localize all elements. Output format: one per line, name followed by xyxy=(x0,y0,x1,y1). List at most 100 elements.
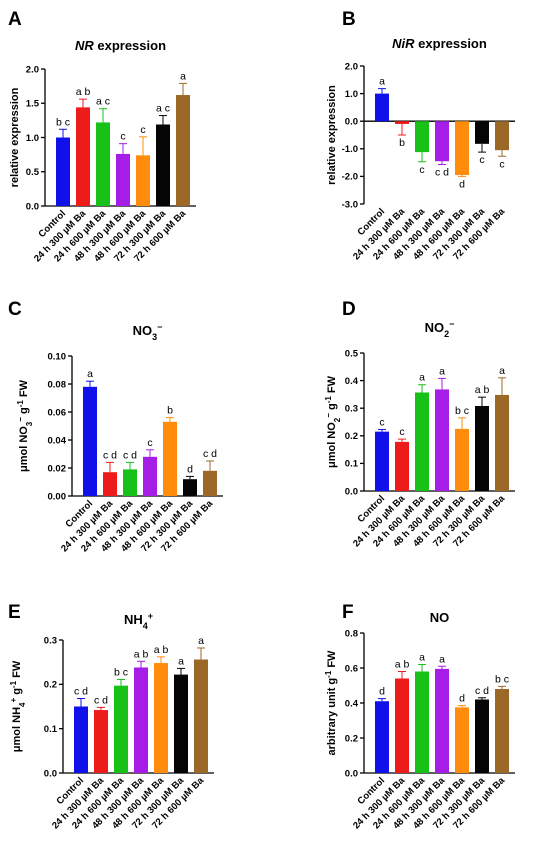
y-tick-label: 0.4 xyxy=(345,376,359,387)
bar xyxy=(174,674,188,773)
y-tick-label: 0.3 xyxy=(345,404,358,415)
y-tick-label: 0.0 xyxy=(345,768,358,779)
y-tick-label: 0.0 xyxy=(345,117,358,128)
significance-letter: a b xyxy=(134,648,149,660)
significance-letter: c xyxy=(140,124,145,136)
significance-letter: c d xyxy=(475,685,489,697)
y-tick-label: 0.2 xyxy=(44,680,57,691)
y-tick-label: 0.0 xyxy=(26,201,39,212)
significance-letter: a xyxy=(439,365,445,377)
y-tick-label: 0.1 xyxy=(44,724,58,735)
panel-letter: C xyxy=(8,299,22,320)
y-tick-label: 0.5 xyxy=(345,348,359,359)
significance-letter: d xyxy=(187,463,193,475)
bar xyxy=(176,95,190,206)
bar xyxy=(495,689,509,773)
significance-letter: a b xyxy=(76,86,91,98)
bar xyxy=(194,659,208,773)
significance-letter: c xyxy=(399,426,404,438)
significance-letter: c xyxy=(499,158,504,170)
y-tick-label: 0.8 xyxy=(345,628,358,639)
chart-panel-b: B NiR expression relative expression -3.0 -2… xyxy=(326,9,515,262)
panel-letter: B xyxy=(342,9,356,30)
significance-letter: c xyxy=(419,164,424,176)
panel-letter: E xyxy=(8,602,21,623)
significance-letter: a xyxy=(439,653,445,665)
significance-letter: b c xyxy=(495,673,509,685)
y-axis-label: relative expression xyxy=(9,87,21,187)
bar xyxy=(136,155,150,206)
y-tick-label: 0.00 xyxy=(48,491,67,502)
bar xyxy=(143,456,157,496)
y-tick-label: 0.10 xyxy=(48,351,67,362)
bar xyxy=(495,394,509,491)
bar xyxy=(435,668,449,773)
y-tick-label: 0.08 xyxy=(48,379,67,390)
significance-letter: c d xyxy=(123,449,137,461)
bar xyxy=(183,479,197,496)
bar xyxy=(455,707,469,773)
bar xyxy=(395,678,409,773)
significance-letter: a xyxy=(198,635,204,647)
significance-letter: c xyxy=(379,416,384,428)
significance-letter: a b xyxy=(395,659,410,671)
significance-letter: c d xyxy=(203,448,217,460)
y-tick-label: 1.0 xyxy=(26,133,39,144)
bar xyxy=(154,663,168,773)
significance-letter: a xyxy=(419,372,425,384)
chart-panel-f: F NO arbitrary unit g-1 FW 0.0 0.2 0.4 0.6 0.8 d… xyxy=(324,602,515,831)
y-tick-label: 0.2 xyxy=(345,431,358,442)
y-tick-label: 0.2 xyxy=(345,733,358,744)
bar xyxy=(435,389,449,491)
y-axis-label: μmol NO2− g-1 FW xyxy=(324,375,342,468)
bar xyxy=(56,137,70,206)
significance-letter: d xyxy=(459,693,465,705)
y-axis-label: relative expression xyxy=(326,85,338,185)
bar xyxy=(415,121,429,153)
bar xyxy=(134,667,148,773)
significance-letter: c xyxy=(147,437,152,449)
significance-letter: b c xyxy=(114,666,128,678)
y-tick-label: -3.0 xyxy=(342,199,358,210)
significance-letter: c d xyxy=(74,686,88,698)
significance-letter: a xyxy=(499,365,505,377)
significance-letter: a xyxy=(178,655,184,667)
y-tick-label: 0.6 xyxy=(345,663,358,674)
y-tick-label: -2.0 xyxy=(342,172,358,183)
chart-title: NR expression xyxy=(75,38,166,53)
bar xyxy=(375,701,389,773)
y-axis-label: μmol NH4+ g-1 FW xyxy=(9,660,27,752)
bar xyxy=(83,386,97,496)
significance-letter: b xyxy=(167,405,173,417)
bar xyxy=(94,710,108,773)
panel-letter: F xyxy=(342,602,354,623)
y-axis-label: arbitrary unit g-1 FW xyxy=(324,650,339,756)
bar xyxy=(103,472,117,496)
y-tick-label: 0.0 xyxy=(44,768,57,779)
y-tick-label: 0.02 xyxy=(48,463,67,474)
significance-letter: a xyxy=(180,70,186,82)
bar xyxy=(116,153,130,206)
y-axis-label: μmol NO3− g-1 FW xyxy=(16,379,34,472)
bar xyxy=(475,121,489,144)
significance-letter: c xyxy=(120,131,125,143)
significance-letter: a xyxy=(87,368,93,380)
panel-letter: A xyxy=(8,9,22,30)
bar xyxy=(375,431,389,491)
bar xyxy=(163,421,177,496)
chart-title: NiR expression xyxy=(392,36,487,51)
significance-letter: a b xyxy=(154,644,169,656)
bar xyxy=(455,121,469,176)
y-tick-label: 1.0 xyxy=(345,89,358,100)
y-tick-label: 0.4 xyxy=(345,698,359,709)
y-tick-label: 0.3 xyxy=(44,635,57,646)
bar xyxy=(156,124,170,206)
chart-title: NO2− xyxy=(425,319,455,339)
bar xyxy=(455,428,469,491)
bar xyxy=(395,121,409,124)
bar xyxy=(475,699,489,773)
bar xyxy=(495,121,509,151)
bar xyxy=(123,469,137,496)
bar xyxy=(114,685,128,773)
chart-panel-d: D NO2− μmol NO2− g-1 FW 0.0 0.1 0.2 0.3 0.4 0.5 c… xyxy=(324,299,515,549)
